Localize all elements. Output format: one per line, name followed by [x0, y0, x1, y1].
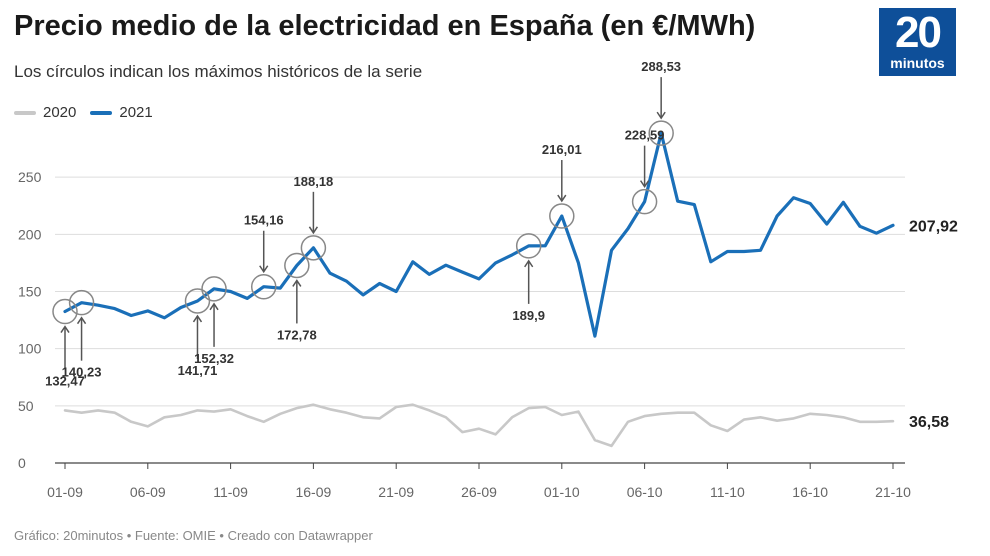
annotation-label: 132,47	[45, 374, 85, 389]
annotation-arrowhead	[209, 302, 219, 311]
x-tick-label: 16-09	[295, 484, 331, 500]
x-tick-label: 26-09	[461, 484, 497, 500]
x-tick-label: 01-09	[47, 484, 83, 500]
y-tick-label: 0	[18, 455, 26, 471]
x-tick-label: 01-10	[544, 484, 580, 500]
record-circle	[549, 203, 575, 229]
annotation-label: 152,32	[194, 351, 234, 366]
record-circle	[68, 289, 95, 316]
logo-text: minutos	[890, 55, 945, 71]
annotation-label: 172,78	[277, 327, 317, 342]
y-tick-label: 50	[18, 398, 34, 414]
y-tick-label: 250	[18, 169, 42, 185]
end-label-2020: 36,58	[909, 414, 949, 431]
y-tick-label: 200	[18, 226, 42, 242]
record-circle	[52, 298, 78, 325]
annotation-arrowhead	[292, 279, 302, 287]
annotation-label: 154,16	[244, 213, 284, 228]
footer-credits: Gráfico: 20minutos • Fuente: OMIE • Crea…	[14, 528, 373, 543]
legend-label: 2021	[119, 104, 153, 121]
x-tick-label: 06-09	[130, 484, 166, 500]
logo-number: 20	[895, 8, 942, 57]
record-circle	[184, 288, 211, 314]
series-line-2021	[63, 131, 895, 338]
x-tick-label: 06-10	[627, 484, 663, 500]
y-tick-label: 150	[18, 284, 42, 300]
annotation-arrowhead	[524, 259, 534, 268]
series-line-2020	[63, 403, 895, 448]
legend: 2020 2021	[14, 104, 167, 121]
annotation-label: 188,18	[294, 174, 334, 189]
annotation-label: 141,71	[178, 363, 218, 378]
line-chart: 0 50 100 150 200 250 01-09 06-09 11-09 16-09 21-09…	[18, 59, 958, 500]
annotation-label: 228,59	[625, 128, 665, 143]
annotation-arrowhead	[656, 111, 666, 120]
annotation-label: 288,53	[641, 59, 681, 74]
annotation-label: 140,23	[62, 365, 102, 380]
record-circle	[300, 235, 327, 261]
record-circle	[631, 188, 658, 215]
end-label-2021: 207,92	[909, 218, 958, 235]
annotation-arrowhead	[308, 226, 319, 235]
annotation-label: 216,01	[542, 142, 582, 157]
annotation-arrowhead	[192, 314, 203, 323]
annotation-arrowhead	[557, 194, 567, 203]
brand-logo: 20 minutos	[879, 8, 956, 76]
x-tick-label: 11-10	[710, 484, 745, 500]
chart-title: Precio medio de la electricidad en Españ…	[14, 10, 756, 42]
record-circle	[515, 233, 542, 259]
chart-subtitle: Los círculos indican los máximos históri…	[14, 62, 423, 81]
legend-label: 2020	[43, 104, 77, 121]
legend-item-2020: 2020	[14, 104, 76, 121]
record-circle	[201, 276, 227, 302]
annotation-arrowhead	[76, 316, 87, 325]
x-tick-label: 16-10	[792, 484, 828, 500]
legend-swatch	[14, 110, 36, 115]
legend-swatch	[90, 110, 113, 115]
annotation-arrowhead	[639, 180, 650, 188]
annotation-arrowhead	[259, 265, 269, 274]
x-tick-label: 11-09	[213, 484, 248, 500]
x-tick-label: 21-10	[875, 484, 911, 500]
legend-item-2021: 2021	[90, 104, 153, 121]
annotation-arrowhead	[60, 325, 70, 333]
record-circle	[648, 120, 674, 146]
y-tick-label: 100	[18, 341, 42, 357]
annotation-label: 189,9	[512, 308, 545, 323]
x-tick-label: 21-09	[378, 484, 414, 500]
record-circle	[250, 273, 277, 300]
record-circle	[284, 252, 310, 279]
